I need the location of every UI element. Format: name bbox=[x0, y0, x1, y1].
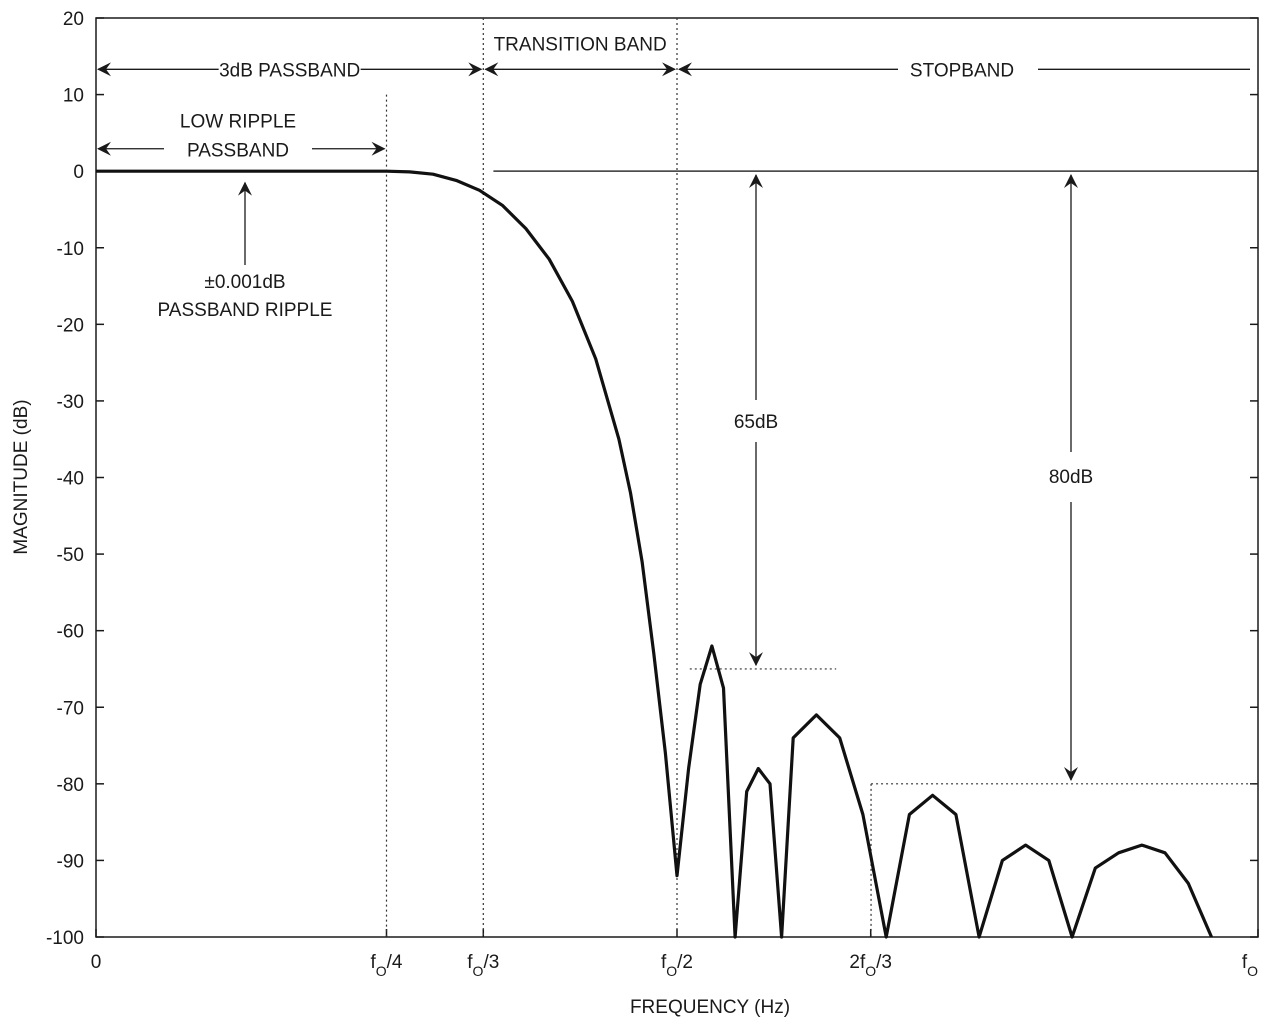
atten-80-label: 80dB bbox=[1049, 467, 1093, 488]
band-spans: 3dB PASSBAND TRANSITION BAND STOPBAND LOW R… bbox=[97, 34, 1250, 162]
guide-lines bbox=[385, 18, 1258, 937]
y-tick-label-0: 20 bbox=[63, 9, 84, 30]
y-tick-label-9: -70 bbox=[57, 698, 84, 719]
span-low-ripple-label-0: LOW RIPPLE bbox=[180, 112, 296, 133]
x-axis-label: FREQUENCY (Hz) bbox=[630, 997, 790, 1018]
x-tick-label-4: 2fO/3 bbox=[849, 952, 892, 979]
y-tick-label-1: 10 bbox=[63, 86, 84, 107]
ripple-label-0: ±0.001dB bbox=[204, 272, 285, 293]
span-stopband-label: STOPBAND bbox=[910, 60, 1014, 81]
y-tick-label-2: 0 bbox=[73, 162, 84, 183]
atten-65-label: 65dB bbox=[734, 412, 778, 433]
x-axis-ticks: 0 fO/4 fO/3 fO/2 2fO/3 fO bbox=[91, 929, 1259, 979]
span-transition-band-label: TRANSITION BAND bbox=[494, 34, 667, 55]
x-tick-label-5: fO bbox=[1242, 952, 1258, 979]
y-tick-label-10: -80 bbox=[57, 775, 84, 796]
y-axis-ticks: 20 10 0 -10 -20 -30 -40 -50 -60 -70 -80 -90 -100 bbox=[46, 9, 1258, 949]
ripple-label-1: PASSBAND RIPPLE bbox=[158, 300, 333, 321]
y-tick-label-11: -90 bbox=[57, 851, 84, 872]
y-tick-label-8: -60 bbox=[57, 622, 84, 643]
annotations: ±0.001dB PASSBAND RIPPLE 65dB 80dB bbox=[158, 173, 1093, 782]
y-tick-label-7: -50 bbox=[57, 545, 84, 566]
y-axis-label: MAGNITUDE (dB) bbox=[11, 399, 32, 554]
span-3db-passband-label-0: 3dB PASSBAND bbox=[219, 60, 360, 81]
y-tick-label-6: -40 bbox=[57, 469, 84, 490]
y-tick-label-12: -100 bbox=[46, 928, 84, 949]
y-tick-label-5: -30 bbox=[57, 392, 84, 413]
y-tick-label-3: -10 bbox=[57, 239, 84, 260]
series-response-line bbox=[96, 169, 1213, 939]
x-tick-label-3: fO/2 bbox=[661, 952, 693, 979]
x-tick-label-0: 0 bbox=[91, 952, 102, 973]
x-tick-label-1: fO/4 bbox=[370, 952, 402, 979]
span-low-ripple-label-1: PASSBAND bbox=[187, 141, 289, 162]
x-tick-label-2: fO/3 bbox=[467, 952, 499, 979]
y-tick-label-4: -20 bbox=[57, 315, 84, 336]
